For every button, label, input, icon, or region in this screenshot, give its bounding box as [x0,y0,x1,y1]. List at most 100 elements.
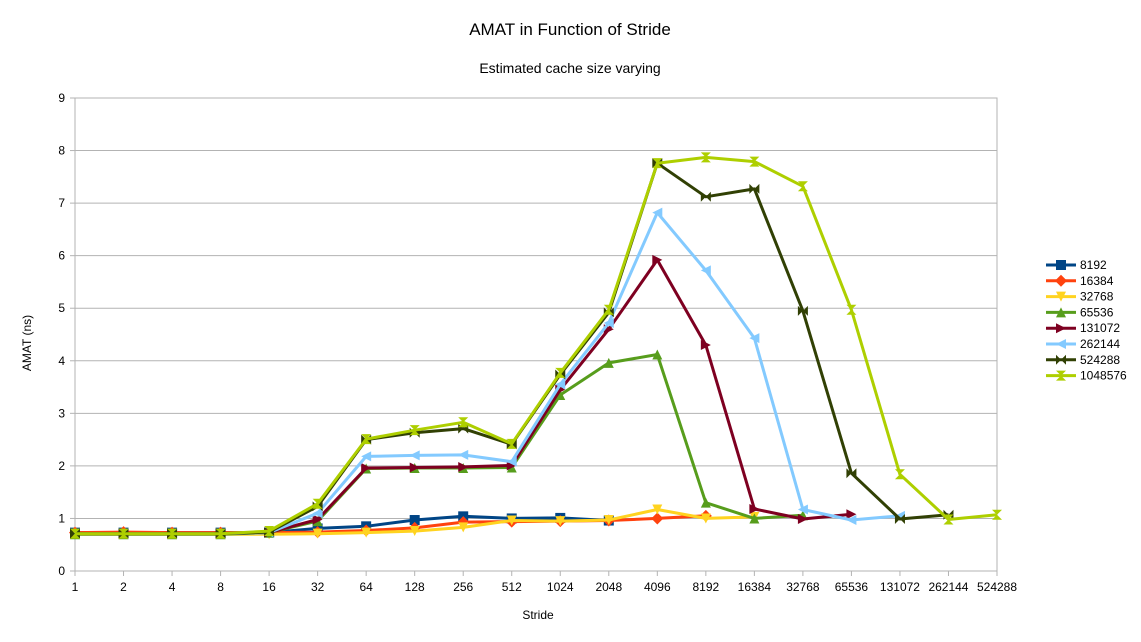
legend-marker [1056,370,1066,381]
data-point [749,513,760,524]
data-point [700,265,711,276]
data-point [700,340,711,351]
x-tick-label: 4096 [644,580,671,594]
data-point [70,528,80,539]
x-tick-label: 131072 [880,580,920,594]
x-tick-label: 32768 [786,580,820,594]
series-262144 [70,207,905,539]
x-tick-label: 32 [311,580,325,594]
x-tick-label: 512 [502,580,522,594]
legend-item-8192: 8192 [1046,258,1107,272]
data-point [943,514,954,525]
series-1048576 [70,152,1002,539]
x-tick-label: 1024 [547,580,574,594]
x-tick-label: 2 [120,580,127,594]
data-point [700,152,711,163]
series-65536 [70,349,808,540]
data-point [409,515,420,526]
series-line-524288 [75,161,949,536]
series-line-65536 [75,353,803,536]
x-tick-label: 8 [217,580,224,594]
data-point [361,434,372,445]
legend-label: 262144 [1080,337,1120,351]
data-point [652,158,663,169]
legend-item-32768: 32768 [1046,290,1114,304]
series-131072 [70,254,857,539]
data-point [652,254,663,265]
data-point [361,451,372,462]
data-point [506,456,517,467]
data-point [700,497,711,508]
data-point [264,526,275,537]
legend-label: 16384 [1080,274,1114,288]
data-point [167,528,178,539]
data-point [700,513,711,524]
data-point [846,304,857,315]
legend-item-65536: 65536 [1046,305,1114,319]
series-line-131072 [75,258,852,536]
legend-label: 65536 [1080,305,1114,319]
series-layer [69,152,1002,540]
data-point [603,317,614,328]
data-point [603,515,614,526]
data-point [797,513,808,524]
y-tick-label: 0 [58,564,65,578]
data-point [846,509,857,520]
legend-marker [1056,323,1066,334]
x-tick-label: 524288 [977,580,1017,594]
legend-marker [1056,339,1066,349]
data-point [846,515,857,526]
legend-marker [1056,291,1066,302]
data-point [409,425,420,436]
legend-label: 8192 [1080,258,1107,272]
x-tick-label: 1 [72,580,79,594]
legend-label: 32768 [1080,290,1114,304]
data-point [700,191,711,202]
y-tick-label: 8 [58,144,65,158]
legend-label: 1048576 [1080,369,1127,383]
data-point [894,469,905,480]
x-axis-label: Stride [522,608,554,622]
y-tick-label: 9 [58,91,65,105]
data-point [361,462,372,473]
data-point [506,515,517,526]
x-tick-label: 262144 [928,580,968,594]
x-tick-label: 2048 [595,580,622,594]
legend-marker [1055,274,1067,287]
y-tick-label: 4 [58,354,65,368]
legend-label: 131072 [1080,321,1120,335]
data-point [312,528,323,539]
legend-marker [1056,307,1066,318]
plot-area [74,97,998,572]
data-point [215,528,226,539]
data-point [603,357,614,368]
y-tick-label: 2 [58,459,65,473]
data-point [555,516,566,527]
y-tick-label: 7 [58,196,65,210]
data-point [749,183,760,194]
x-tick-label: 128 [405,580,425,594]
x-tick-label: 64 [359,580,373,594]
legend-label: 524288 [1080,353,1120,367]
y-axis-label: AMAT (ns) [20,315,34,371]
y-tick-label: 1 [58,511,65,525]
data-point [749,156,760,167]
data-point [361,527,372,538]
data-point [652,349,663,360]
data-point [797,181,808,192]
data-point [992,509,1002,520]
x-tick-label: 16 [262,580,276,594]
data-point [749,503,760,514]
y-tick-label: 6 [58,249,65,263]
x-tick-label: 8192 [692,580,719,594]
legend-item-131072: 131072 [1046,321,1120,335]
data-point [312,498,323,509]
data-point [652,504,663,515]
legend-item-524288: 524288 [1046,353,1120,367]
data-point [458,449,469,460]
legend-item-1048576: 1048576 [1046,369,1127,383]
data-point [458,461,469,472]
